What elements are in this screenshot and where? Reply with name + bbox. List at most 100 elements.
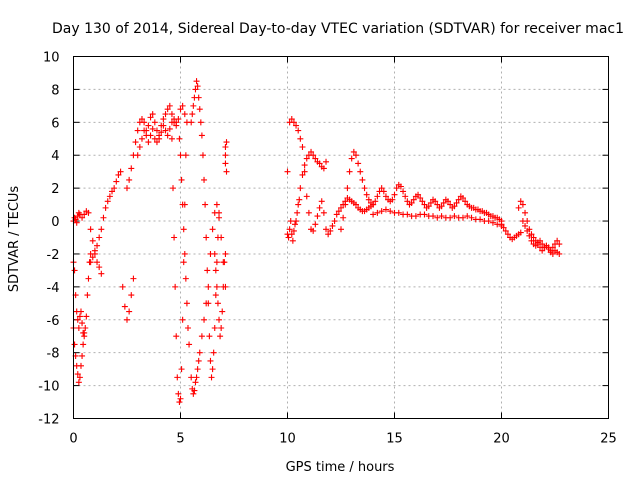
data-point: [193, 78, 200, 85]
data-point: [201, 176, 208, 183]
data-point: [305, 209, 312, 216]
data-point: [451, 213, 458, 220]
data-point: [175, 390, 182, 397]
data-point: [198, 333, 205, 340]
data-point: [352, 201, 359, 208]
data-point: [291, 221, 298, 228]
data-point: [106, 193, 113, 200]
data-point: [222, 144, 229, 150]
data-point: [186, 341, 193, 348]
data-point: [71, 267, 78, 274]
data-point: [178, 366, 185, 373]
data-point: [357, 168, 364, 175]
data-point: [395, 209, 402, 216]
data-point: [96, 234, 103, 241]
y-tick-label: 0: [51, 215, 59, 230]
data-point: [284, 168, 291, 175]
data-point: [74, 316, 81, 323]
data-point: [549, 244, 556, 251]
data-point: [183, 300, 190, 307]
data-point: [404, 198, 411, 205]
data-point: [318, 198, 325, 205]
data-point: [532, 237, 539, 244]
data-point: [344, 185, 351, 192]
data-point: [180, 226, 187, 233]
data-point: [84, 292, 91, 299]
data-point: [445, 198, 451, 205]
data-point: [171, 116, 178, 123]
data-point: [126, 176, 133, 183]
data-point: [451, 203, 458, 210]
data-point: [447, 214, 454, 221]
y-tick-label: -2: [47, 248, 60, 263]
data-point: [220, 283, 227, 290]
data-point: [104, 198, 111, 205]
data-point: [73, 219, 80, 226]
data-point: [82, 325, 89, 331]
data-point: [477, 216, 484, 223]
data-point: [380, 188, 387, 195]
data-point: [204, 267, 211, 274]
data-point: [447, 201, 454, 208]
data-point: [115, 171, 122, 178]
data-point: [294, 209, 301, 216]
data-point: [308, 148, 315, 155]
data-point: [459, 214, 466, 221]
data-point: [109, 188, 116, 195]
data-point: [543, 242, 550, 249]
data-point: [94, 242, 101, 249]
data-point: [216, 209, 223, 216]
data-point: [75, 325, 82, 331]
data-point: [378, 208, 385, 215]
y-tick-label: -8: [47, 347, 60, 362]
data-point: [402, 193, 409, 200]
data-point: [168, 135, 175, 142]
data-point: [389, 196, 396, 203]
data-point: [363, 191, 370, 198]
data-point: [196, 349, 203, 356]
data-point: [211, 250, 218, 257]
x-tick-label: 10: [279, 432, 296, 447]
data-point: [517, 229, 524, 236]
data-point: [91, 247, 98, 254]
data-point: [289, 237, 296, 244]
data-points: [70, 78, 563, 406]
y-tick-label: -6: [47, 314, 60, 329]
data-point: [438, 213, 445, 220]
y-tick-label: -12: [38, 413, 59, 428]
data-point: [75, 379, 82, 386]
data-point: [76, 374, 83, 381]
data-point: [329, 222, 336, 229]
data-point: [179, 201, 186, 208]
data-point: [340, 214, 347, 221]
data-point: [79, 214, 86, 221]
data-point: [370, 211, 377, 218]
data-point: [132, 139, 139, 146]
data-point: [217, 333, 224, 340]
data-point: [198, 132, 205, 139]
data-point: [126, 308, 133, 315]
data-point: [199, 152, 206, 159]
data-point: [417, 195, 424, 202]
data-point: [325, 231, 332, 238]
y-tick-label: -10: [38, 380, 59, 395]
data-point: [156, 135, 163, 142]
data-point: [180, 259, 187, 266]
data-point: [212, 292, 219, 299]
data-point: [421, 201, 428, 208]
grid-lines: [73, 56, 609, 419]
data-point: [80, 341, 87, 348]
data-point: [320, 209, 327, 216]
y-tick-label: 10: [43, 51, 60, 66]
data-point: [85, 275, 92, 282]
data-point: [134, 152, 141, 159]
data-point: [128, 165, 135, 172]
data-point: [221, 259, 228, 266]
data-point: [124, 316, 130, 323]
data-point: [320, 165, 327, 172]
data-point: [333, 211, 340, 218]
data-point: [545, 246, 552, 253]
data-point: [342, 201, 349, 208]
data-point: [213, 201, 220, 208]
data-point: [124, 185, 130, 192]
